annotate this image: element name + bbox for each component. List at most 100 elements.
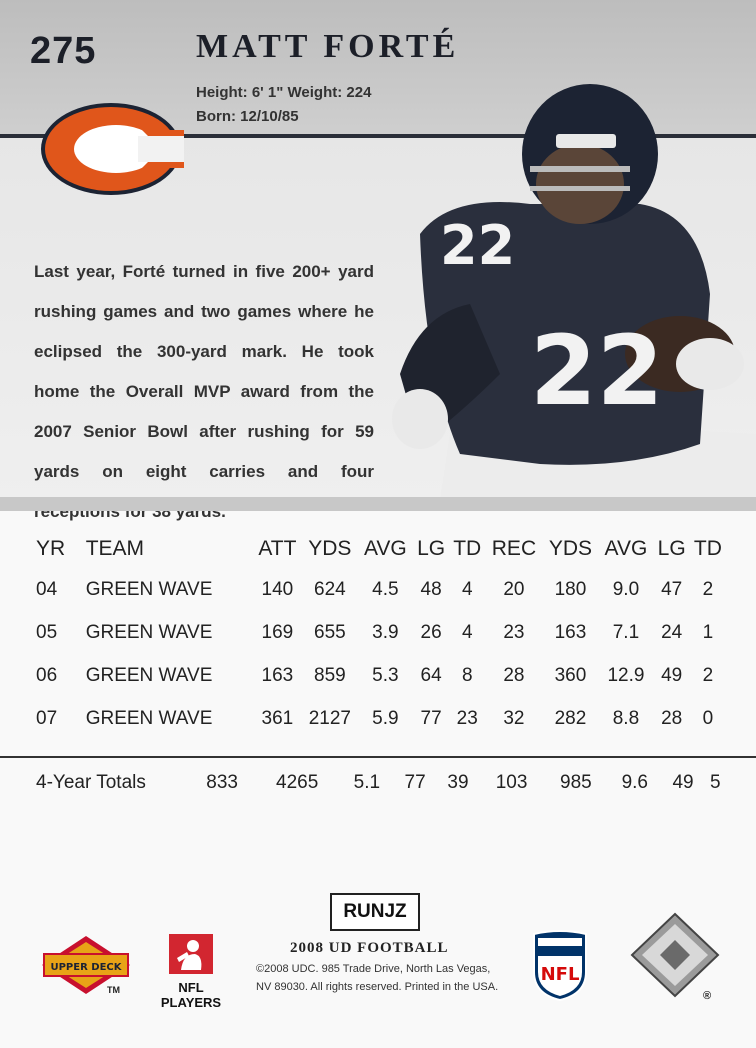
hologram-icon — [630, 912, 720, 998]
nfl-players-label: NFL PLAYERS — [160, 980, 222, 1010]
stat-cell: GREEN WAVE — [85, 578, 213, 600]
nfl-shield-wordmark: NFL — [541, 964, 580, 985]
stat-cell: 655 — [314, 621, 346, 643]
bears-logo-icon — [41, 103, 184, 195]
stat-cell: 20 — [503, 578, 525, 600]
stat-cell: 04 — [36, 578, 58, 600]
table-row: 07 GREEN WAVE 361 2127 5.9 77 23 32 282 … — [36, 697, 726, 740]
nfl-shield-icon: NFL — [533, 930, 587, 1002]
legal-line: NV 89030. All rights reserved. Printed i… — [256, 981, 499, 993]
stat-cell: 140 — [261, 578, 294, 600]
nfl-players-icon — [169, 934, 213, 974]
header-rule — [0, 134, 756, 138]
birth-date: Born: 12/10/85 — [196, 108, 299, 125]
stat-cell: 5.3 — [372, 664, 399, 686]
table-row: 06 GREEN WAVE 163 859 5.3 64 8 28 360 12… — [36, 654, 726, 697]
jersey-number-chest: 22 — [530, 315, 664, 427]
registered-mark: ® — [703, 990, 712, 1002]
upper-deck-wordmark: UPPER DECK — [50, 962, 122, 973]
stat-cell: 24 — [661, 621, 683, 643]
stat-cell: 28 — [661, 707, 683, 729]
totals-label: 4-Year Totals — [36, 772, 146, 793]
stat-cell: 4 — [461, 578, 473, 600]
header-rec-avg: AVG — [604, 537, 648, 560]
stat-cell: 2 — [702, 578, 714, 600]
upper-deck-logo-icon: UPPER DECK — [42, 936, 130, 994]
set-title: 2008 UD FOOTBALL — [290, 940, 449, 956]
stat-cell: 5.9 — [372, 707, 399, 729]
stat-cell: 47 — [661, 578, 683, 600]
stat-cell: 9.6 — [621, 772, 648, 793]
stat-cell: 360 — [554, 664, 587, 686]
stat-cell: 985 — [560, 772, 592, 793]
player-blurb: Last year, Forté turned in five 200+ yar… — [34, 262, 374, 521]
stat-cell: 169 — [261, 621, 294, 643]
stat-cell: 624 — [314, 578, 346, 600]
stat-cell: 48 — [420, 578, 442, 600]
stat-cell: 23 — [503, 621, 525, 643]
stat-cell: 0 — [702, 707, 714, 729]
stat-cell: 39 — [447, 772, 469, 793]
stat-cell: 5.1 — [353, 772, 381, 793]
header-att: ATT — [258, 537, 297, 560]
header-rush-yds: YDS — [308, 537, 352, 560]
header-rec-lg: LG — [657, 537, 686, 560]
height-weight: Height: 6' 1" Weight: 224 — [196, 84, 372, 101]
stat-cell: 77 — [404, 772, 426, 793]
header-rec: REC — [491, 537, 537, 560]
header-rec-td: TD — [693, 537, 722, 560]
stat-cell: GREEN WAVE — [85, 707, 213, 729]
stat-cell: 06 — [36, 664, 58, 686]
totals-table: 4-Year Totals 833 4265 5.1 77 39 103 985… — [36, 762, 726, 804]
stat-cell: 5 — [709, 772, 721, 793]
stat-cell: 23 — [456, 707, 478, 729]
stat-cell: 833 — [206, 772, 238, 793]
stat-cell: 4.5 — [372, 578, 399, 600]
stat-cell: 2127 — [308, 707, 351, 729]
stat-cell: GREEN WAVE — [85, 664, 213, 686]
trademark-mark: TM — [107, 985, 120, 995]
header-yr: YR — [36, 537, 66, 560]
table-row: 05 GREEN WAVE 169 655 3.9 26 4 23 163 7.… — [36, 611, 726, 654]
header-rush-td: TD — [453, 537, 482, 560]
legal-text: ©2008 UDC. 985 Trade Drive, North Las Ve… — [256, 960, 506, 996]
stat-cell: 32 — [503, 707, 525, 729]
stat-cell: 180 — [554, 578, 587, 600]
stat-cell: 1 — [702, 621, 714, 643]
stat-cell: 103 — [495, 772, 528, 793]
stat-cell: 859 — [314, 664, 346, 686]
stat-cell: 163 — [554, 621, 587, 643]
stat-cell: 64 — [420, 664, 442, 686]
stats-table: YR TEAM ATT YDS AVG LG TD REC YDS AVG LG… — [36, 530, 726, 740]
stat-cell: 77 — [420, 707, 442, 729]
stat-cell: 2 — [702, 664, 714, 686]
header-rush-avg: AVG — [363, 537, 407, 560]
stat-cell: 282 — [554, 707, 587, 729]
stat-cell: 9.0 — [612, 578, 640, 600]
stat-cell: 7.1 — [612, 621, 640, 643]
stat-cell: 49 — [672, 772, 694, 793]
card-number: 275 — [30, 30, 97, 72]
header-rec-yds: YDS — [548, 537, 593, 560]
legal-line: ©2008 UDC. 985 Trade Drive, North Las Ve… — [256, 963, 491, 975]
nfl-players-logo: NFL PLAYERS — [150, 932, 232, 1010]
stat-cell: 12.9 — [607, 664, 645, 686]
stat-cell: 05 — [36, 621, 58, 643]
header-rush-lg: LG — [417, 537, 446, 560]
section-divider — [0, 497, 756, 511]
card-code: RUNJZ — [330, 893, 420, 931]
stat-cell: 361 — [261, 707, 294, 729]
stat-cell: 3.9 — [372, 621, 399, 643]
table-row: 04 GREEN WAVE 140 624 4.5 48 4 20 180 9.… — [36, 568, 726, 611]
stat-cell: 26 — [420, 621, 442, 643]
stats-header-row: YR TEAM ATT YDS AVG LG TD REC YDS AVG LG… — [36, 530, 726, 568]
totals-rule — [0, 756, 756, 758]
stat-cell: 8 — [461, 664, 473, 686]
stat-cell: 8.8 — [612, 707, 640, 729]
stat-cell: 163 — [261, 664, 294, 686]
stat-cell: 4 — [461, 621, 473, 643]
stat-cell: 28 — [503, 664, 525, 686]
stat-cell: GREEN WAVE — [85, 621, 213, 643]
stat-cell: 4265 — [276, 772, 319, 793]
